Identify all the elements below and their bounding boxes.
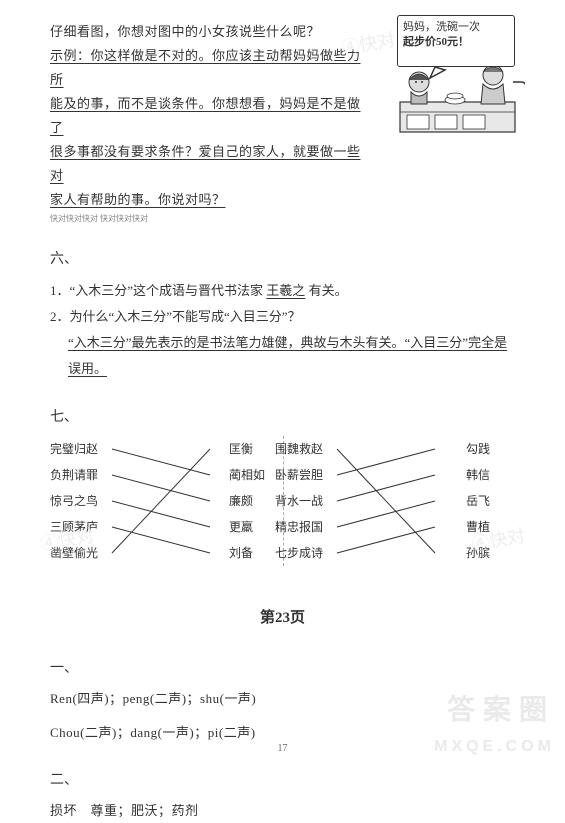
col-right-a: 匡衡蔺相如廉颇更羸刘备	[229, 436, 265, 566]
matching-item-right: 廉颇	[229, 488, 253, 514]
q5-line: 仔细看图，你想对图中的小女孩说些什么呢？	[50, 20, 370, 44]
matching-item-right: 蔺相如	[229, 462, 265, 488]
matching-item-left: 惊弓之鸟	[50, 488, 98, 514]
col-left-b: 围魏救赵卧薪尝胆背水一战精忠报国七步成诗	[275, 436, 323, 566]
matching-item-right: 岳飞	[466, 488, 490, 514]
speech-line: 起步价50元！	[403, 35, 509, 50]
matching-item-right: 刘备	[229, 540, 253, 566]
matching-group-b: 围魏救赵卧薪尝胆背水一战精忠报国七步成诗 勾践韩信岳飞曹植孙膑	[275, 436, 490, 566]
section-6-title: 六、	[50, 248, 515, 268]
pinyin-row: Ren(四声)；peng(二声)；shu(一声)	[50, 687, 515, 711]
matching-item-right: 曹植	[466, 514, 490, 540]
matching-item-left: 背水一战	[275, 488, 323, 514]
page-23-heading: 第23页	[50, 606, 515, 627]
q6-item2-a: “入木三分”最先表示的是书法笔力雄健，典故与木头有关。“入目三分”完全是	[50, 330, 515, 356]
q6-item2-a: 误用。	[50, 356, 515, 382]
speech-line: 妈妈，洗碗一次	[403, 20, 509, 35]
matching-item-left: 三顾茅庐	[50, 514, 98, 540]
illustration: 妈妈，洗碗一次 起步价50元！	[385, 20, 525, 140]
matching-item-right: 匡衡	[229, 436, 253, 462]
matching-item-left: 精忠报国	[275, 514, 323, 540]
q5-line: 家人有帮助的事。你说对吗？	[50, 188, 370, 212]
watermark-url: MXQE.COM	[434, 738, 555, 756]
q5-line: 能及的事，而不是谈条件。你想想看，妈妈是不是做了	[50, 92, 370, 140]
word-row: 损坏 尊重；肥沃；药剂	[50, 799, 515, 823]
question-5-block: 仔细看图，你想对图中的小女孩说些什么呢？ 示例：你这样做是不对的。你应该主动帮妈…	[50, 20, 515, 224]
matching-item-right: 勾践	[466, 436, 490, 462]
matching-item-right: 更羸	[229, 514, 253, 540]
section-1-title: 一、	[50, 657, 515, 677]
section-7-title: 七、	[50, 406, 515, 426]
speech-bubble: 妈妈，洗碗一次 起步价50元！	[397, 15, 515, 67]
q6-item1: 1．“入木三分”这个成语与晋代书法家 王羲之 有关。	[50, 278, 515, 304]
matching-item-left: 凿壁偷光	[50, 540, 98, 566]
q6-item1-fill: 王羲之	[266, 283, 305, 298]
matching-item-left: 负荆请罪	[50, 462, 98, 488]
section-2-title: 二、	[50, 769, 515, 789]
q6-item1-pre: 1．“入木三分”这个成语与晋代书法家	[50, 283, 263, 298]
matching-item-right: 韩信	[466, 462, 490, 488]
q6-item2-q: 2．为什么“入木三分”不能写成“入目三分”？	[50, 304, 515, 330]
q5-line: 示例：你这样做是不对的。你应该主动帮妈妈做些力所	[50, 44, 370, 92]
watermark-tiny: 快对快对快对 快对快对快对	[50, 214, 370, 224]
matching-item-left: 完璧归赵	[50, 436, 98, 462]
matching-item-left: 七步成诗	[275, 540, 323, 566]
question-5-text: 仔细看图，你想对图中的小女孩说些什么呢？ 示例：你这样做是不对的。你应该主动帮妈…	[50, 20, 370, 224]
q5-line: 很多事都没有要求条件？爱自己的家人，就要做一些对	[50, 140, 370, 188]
col-left-a: 完璧归赵负荆请罪惊弓之鸟三顾茅庐凿壁偷光	[50, 436, 98, 566]
matching-area: 完璧归赵负荆请罪惊弓之鸟三顾茅庐凿壁偷光 匡衡蔺相如廉颇更羸刘备 围魏救赵卧薪尝…	[50, 436, 515, 566]
col-right-b: 勾践韩信岳飞曹植孙膑	[466, 436, 490, 566]
q6-item1-post: 有关。	[309, 283, 348, 298]
matching-item-left: 围魏救赵	[275, 436, 323, 462]
watermark-main: 答案圈	[447, 688, 555, 728]
matching-group-a: 完璧归赵负荆请罪惊弓之鸟三顾茅庐凿壁偷光 匡衡蔺相如廉颇更羸刘备	[50, 436, 265, 566]
matching-item-left: 卧薪尝胆	[275, 462, 323, 488]
matching-item-right: 孙膑	[466, 540, 490, 566]
